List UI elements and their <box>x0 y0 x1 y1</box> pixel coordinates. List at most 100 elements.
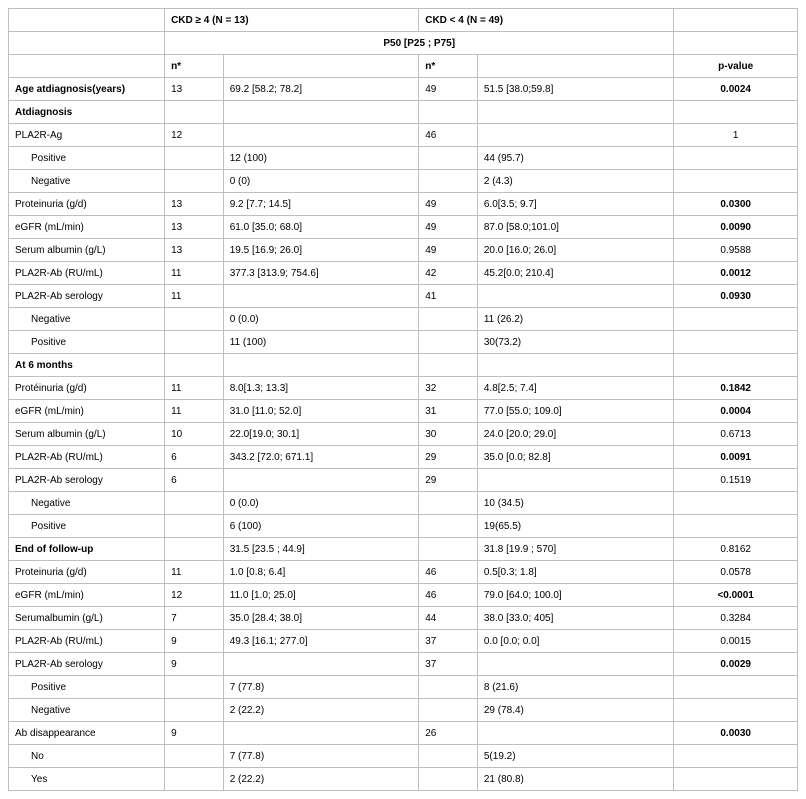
row-v1 <box>223 124 419 147</box>
row-n2: 49 <box>419 193 478 216</box>
row-n1: 12 <box>165 584 224 607</box>
row-v2 <box>477 354 673 377</box>
row-v2: 30(73.2) <box>477 331 673 354</box>
row-n1: 11 <box>165 377 224 400</box>
row-v1: 7 (77.8) <box>223 745 419 768</box>
row-label: Proteinuria (g/d) <box>9 193 165 216</box>
row-v2: 24.0 [20.0; 29.0] <box>477 423 673 446</box>
row-v1: 0 (0.0) <box>223 308 419 331</box>
header-v2-blank <box>477 55 673 78</box>
row-n1: 6 <box>165 446 224 469</box>
row-n1: 13 <box>165 216 224 239</box>
row-pvalue <box>674 308 798 331</box>
table-row: Serum albumin (g/L)1022.0[19.0; 30.1]302… <box>9 423 798 446</box>
table-row: Proteinuria (g/d)111.0 [0.8; 6.4]460.5[0… <box>9 561 798 584</box>
row-pvalue <box>674 699 798 722</box>
row-label: Atdiagnosis <box>9 101 165 124</box>
row-n1 <box>165 745 224 768</box>
row-v2: 19(65.5) <box>477 515 673 538</box>
row-v1 <box>223 285 419 308</box>
row-n2 <box>419 354 478 377</box>
row-n2 <box>419 308 478 331</box>
row-label: Positive <box>9 331 165 354</box>
row-v2: 0.5[0.3; 1.8] <box>477 561 673 584</box>
row-n1 <box>165 101 224 124</box>
row-n2: 42 <box>419 262 478 285</box>
row-label: eGFR (mL/min) <box>9 400 165 423</box>
row-pvalue <box>674 745 798 768</box>
row-v2 <box>477 653 673 676</box>
row-label: End of follow-up <box>9 538 165 561</box>
row-n1: 11 <box>165 262 224 285</box>
row-v1: 11 (100) <box>223 331 419 354</box>
row-label: Serum albumin (g/L) <box>9 239 165 262</box>
row-n2: 49 <box>419 216 478 239</box>
row-n1 <box>165 331 224 354</box>
row-v2: 45.2[0.0; 210.4] <box>477 262 673 285</box>
row-n2: 31 <box>419 400 478 423</box>
row-n2 <box>419 676 478 699</box>
row-n2: 49 <box>419 78 478 101</box>
header-group2: CKD < 4 (N = 49) <box>419 9 674 32</box>
row-label: Positive <box>9 515 165 538</box>
row-v1: 19.5 [16.9; 26.0] <box>223 239 419 262</box>
row-label: PLA2R-Ag <box>9 124 165 147</box>
row-v1: 0 (0) <box>223 170 419 193</box>
row-n1: 11 <box>165 400 224 423</box>
row-n1: 6 <box>165 469 224 492</box>
header-v1-blank <box>223 55 419 78</box>
row-label: Negative <box>9 170 165 193</box>
row-v2: 6.0[3.5; 9.7] <box>477 193 673 216</box>
row-pvalue: 0.8162 <box>674 538 798 561</box>
row-v1: 31.5 [23.5 ; 44.9] <box>223 538 419 561</box>
row-pvalue: 0.0015 <box>674 630 798 653</box>
row-v2: 44 (95.7) <box>477 147 673 170</box>
row-pvalue <box>674 676 798 699</box>
row-pvalue <box>674 170 798 193</box>
row-pvalue: 0.1842 <box>674 377 798 400</box>
table-row: Negative2 (22.2)29 (78.4) <box>9 699 798 722</box>
row-label: PLA2R-Ab (RU/mL) <box>9 446 165 469</box>
row-n2: 29 <box>419 469 478 492</box>
row-v2: 21 (80.8) <box>477 768 673 791</box>
row-n1: 9 <box>165 653 224 676</box>
row-pvalue <box>674 354 798 377</box>
row-v2: 11 (26.2) <box>477 308 673 331</box>
row-n1 <box>165 768 224 791</box>
row-pvalue: 0.6713 <box>674 423 798 446</box>
row-n1 <box>165 515 224 538</box>
row-v2 <box>477 285 673 308</box>
table-row: PLA2R-Ab (RU/mL)949.3 [16.1; 277.0]370.0… <box>9 630 798 653</box>
row-n2: 44 <box>419 607 478 630</box>
row-v1 <box>223 469 419 492</box>
table-row: Serum albumin (g/L)1319.5 [16.9; 26.0]49… <box>9 239 798 262</box>
table-row: Positive7 (77.8)8 (21.6) <box>9 676 798 699</box>
row-pvalue: <0.0001 <box>674 584 798 607</box>
row-pvalue: 0.0300 <box>674 193 798 216</box>
row-n2 <box>419 699 478 722</box>
row-label: PLA2R-Ab (RU/mL) <box>9 630 165 653</box>
row-v2: 5(19.2) <box>477 745 673 768</box>
row-pvalue <box>674 147 798 170</box>
row-v1: 8.0[1.3; 13.3] <box>223 377 419 400</box>
table-row: Negative0 (0)2 (4.3) <box>9 170 798 193</box>
table-row: Serumalbumin (g/L)735.0 [28.4; 38.0]4438… <box>9 607 798 630</box>
table-row: PLA2R-Ab serology9370.0029 <box>9 653 798 676</box>
row-v2: 79.0 [64.0; 100.0] <box>477 584 673 607</box>
row-n1: 11 <box>165 285 224 308</box>
row-pvalue: 0.0091 <box>674 446 798 469</box>
row-pvalue: 0.0930 <box>674 285 798 308</box>
table-row: PLA2R-Ag12461 <box>9 124 798 147</box>
row-n1: 11 <box>165 561 224 584</box>
header-blank-p2 <box>674 32 798 55</box>
row-n2 <box>419 331 478 354</box>
row-v1 <box>223 722 419 745</box>
row-n1: 10 <box>165 423 224 446</box>
table-row: Ab disappearance9260.0030 <box>9 722 798 745</box>
row-pvalue <box>674 768 798 791</box>
header-n1: n* <box>165 55 224 78</box>
row-v2: 31.8 [19.9 ; 570] <box>477 538 673 561</box>
row-v1: 0 (0.0) <box>223 492 419 515</box>
row-n2 <box>419 170 478 193</box>
row-n1 <box>165 538 224 561</box>
